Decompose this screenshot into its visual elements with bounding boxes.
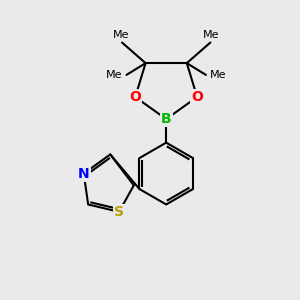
Text: Me: Me: [203, 30, 219, 40]
Text: Me: Me: [106, 70, 122, 80]
Text: O: O: [129, 90, 141, 104]
Text: N: N: [78, 167, 90, 181]
Text: S: S: [114, 205, 124, 219]
Text: Me: Me: [113, 30, 130, 40]
Text: Me: Me: [210, 70, 227, 80]
Text: O: O: [191, 90, 203, 104]
Text: B: B: [161, 112, 172, 126]
